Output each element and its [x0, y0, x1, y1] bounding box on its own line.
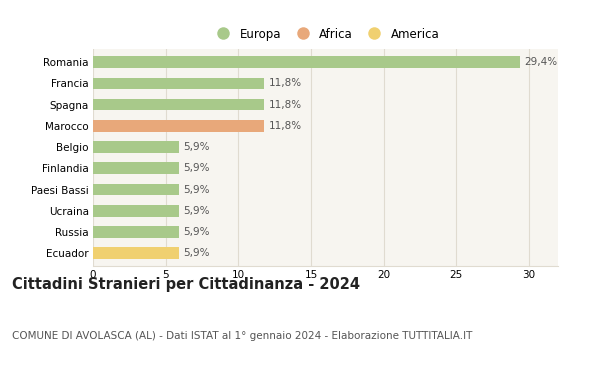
- Bar: [93, 56, 520, 68]
- Text: COMUNE DI AVOLASCA (AL) - Dati ISTAT al 1° gennaio 2024 - Elaborazione TUTTITALI: COMUNE DI AVOLASCA (AL) - Dati ISTAT al …: [12, 331, 472, 340]
- Text: 5,9%: 5,9%: [183, 206, 209, 216]
- Text: 5,9%: 5,9%: [183, 185, 209, 195]
- Bar: [93, 226, 179, 238]
- Text: 11,8%: 11,8%: [269, 78, 302, 89]
- Text: 5,9%: 5,9%: [183, 142, 209, 152]
- Text: 11,8%: 11,8%: [269, 121, 302, 131]
- Text: 5,9%: 5,9%: [183, 248, 209, 258]
- Text: 5,9%: 5,9%: [183, 227, 209, 237]
- Bar: [93, 205, 179, 217]
- Bar: [93, 141, 179, 153]
- Text: 5,9%: 5,9%: [183, 163, 209, 173]
- Text: 29,4%: 29,4%: [524, 57, 558, 67]
- Legend: Europa, Africa, America: Europa, Africa, America: [207, 23, 444, 45]
- Bar: [93, 99, 265, 111]
- Bar: [93, 163, 179, 174]
- Bar: [93, 120, 265, 132]
- Bar: [93, 247, 179, 259]
- Text: 11,8%: 11,8%: [269, 100, 302, 109]
- Text: Cittadini Stranieri per Cittadinanza - 2024: Cittadini Stranieri per Cittadinanza - 2…: [12, 277, 360, 292]
- Bar: [93, 78, 265, 89]
- Bar: [93, 184, 179, 195]
